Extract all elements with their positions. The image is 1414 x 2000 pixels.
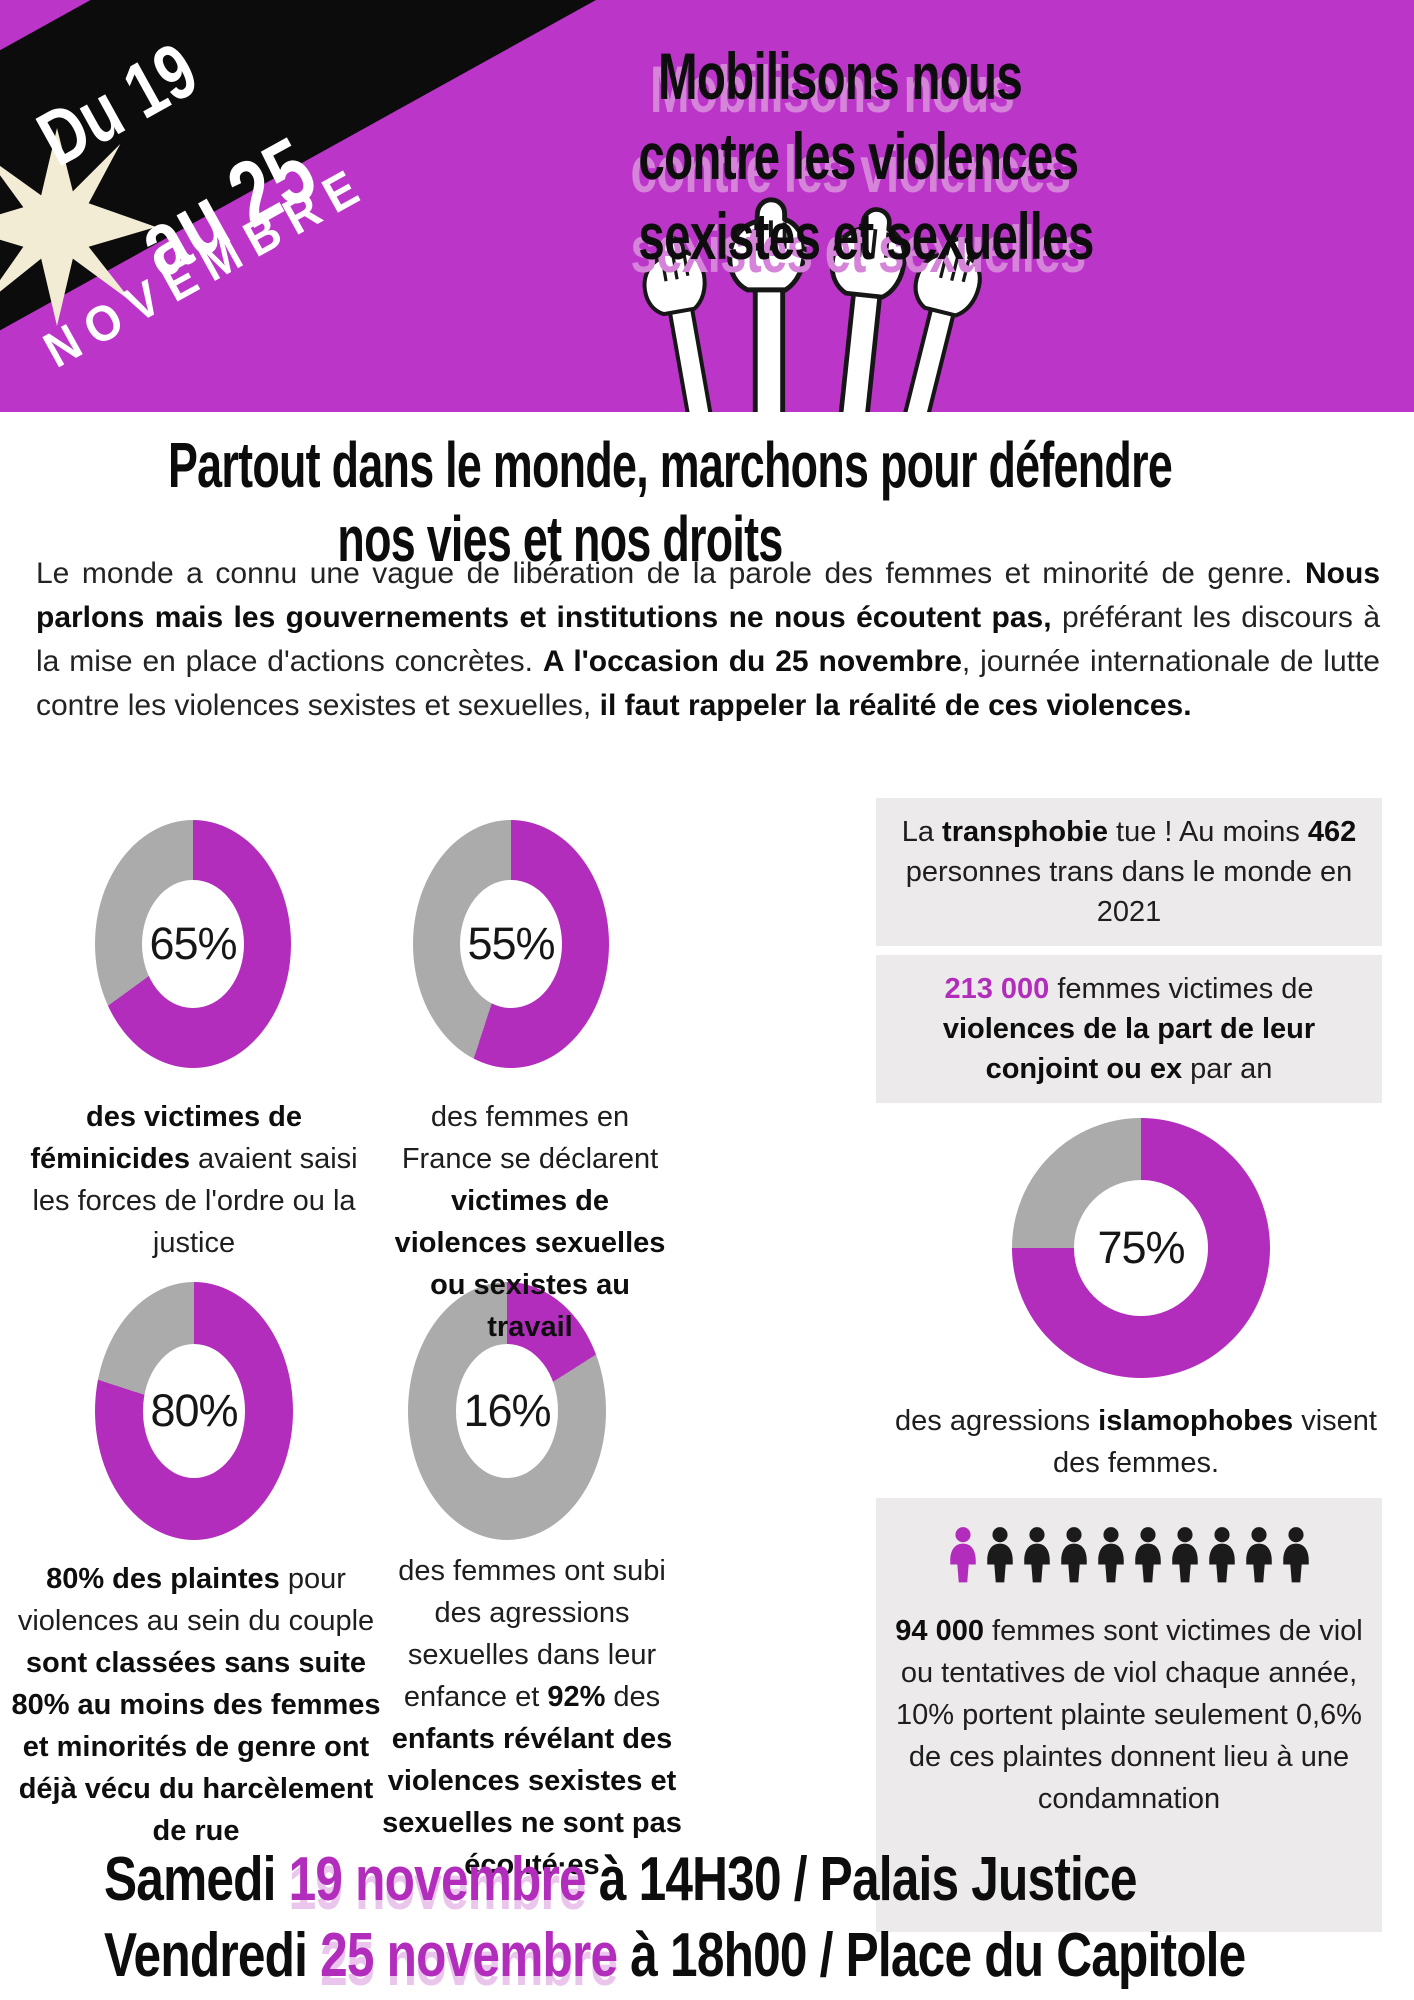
paragraph-segment: préférant les discours à la mise en plac… bbox=[36, 601, 1381, 678]
donut-chart-islamophobie: 75% bbox=[1012, 1118, 1270, 1378]
paragraph-segment: Le monde a connu une vague de libération… bbox=[36, 557, 1305, 590]
event-date-accent: 19 novembre bbox=[288, 1845, 587, 1914]
donut-chart-plaintes: 80% bbox=[95, 1282, 293, 1540]
poster-title-line: Mobilisons nous bbox=[657, 39, 1023, 113]
donut-value-label: 65% bbox=[149, 917, 237, 969]
poster-title: Mobilisons nous contre les violences sex… bbox=[560, 36, 1120, 276]
stat-segment: par an bbox=[1182, 1053, 1273, 1085]
donut-value-label: 80% bbox=[150, 1385, 238, 1436]
person-icon bbox=[1094, 1526, 1128, 1584]
main-heading-line: Partout dans le monde, marchons pour déf… bbox=[168, 429, 1173, 501]
donut-chart-enfance: 16% bbox=[408, 1282, 606, 1540]
event-dates: Samedi 19 novembre à 14H30 / Palais Just… bbox=[104, 1842, 1414, 1994]
donut-hole: 65% bbox=[142, 879, 244, 1009]
event-day: Vendredi bbox=[104, 1921, 321, 1990]
main-heading-line: nos vies et nos droits bbox=[337, 503, 783, 575]
stat-segment-bold: violences de la part de leur conjoint ou… bbox=[942, 1013, 1316, 1085]
paragraph-segment: , journée internationale de lutte contre… bbox=[36, 645, 1380, 722]
people-pictogram-row bbox=[888, 1524, 1370, 1584]
person-icon bbox=[1168, 1526, 1202, 1584]
donut-chart-travail: 55% bbox=[413, 820, 609, 1068]
donut-hole: 55% bbox=[460, 879, 562, 1009]
caption-segment: avaient saisi les forces de l'ordre ou l… bbox=[32, 1143, 358, 1259]
paragraph-segment-bold: il faut rappeler la réalité de ces viole… bbox=[599, 689, 1192, 722]
donut-hole: 75% bbox=[1073, 1180, 1209, 1316]
stat-segment-bold: 462 bbox=[1307, 816, 1357, 848]
person-icon bbox=[1057, 1526, 1091, 1584]
donut-chart-feminicides: 65% bbox=[95, 820, 291, 1068]
main-heading: Partout dans le monde, marchons pour déf… bbox=[0, 428, 1173, 576]
stat-segment: femmes victimes de bbox=[1049, 973, 1314, 1005]
caption-segment-bold: sont classées sans suite 80% au moins de… bbox=[11, 1647, 381, 1847]
paragraph-segment-bold: A l'occasion du 25 novembre bbox=[542, 645, 962, 678]
caption-segment-bold: islamophobes bbox=[1098, 1405, 1294, 1437]
caption-segment: des femmes ont subi des agressions sexue… bbox=[398, 1555, 666, 1713]
event-date-accent: 25 novembre bbox=[320, 1921, 618, 1990]
person-icon bbox=[1020, 1526, 1054, 1584]
intro-paragraph: Le monde a connu une vague de libération… bbox=[36, 552, 1380, 728]
caption-travail: des femmes en France se déclarent victim… bbox=[384, 1096, 676, 1348]
stat-segment: personnes trans dans le monde en 2021 bbox=[905, 856, 1353, 928]
poster-title-line: sexistes et sexuelles bbox=[638, 199, 1094, 273]
person-icon bbox=[1131, 1526, 1165, 1584]
event-day: Samedi bbox=[104, 1845, 289, 1914]
donut-value-label: 55% bbox=[467, 917, 555, 969]
caption-enfance: des femmes ont subi des agressions sexue… bbox=[382, 1550, 682, 1886]
stat-segment: tue ! Au moins bbox=[1108, 816, 1308, 848]
event-date-line-1: Samedi 19 novembre à 14H30 / Palais Just… bbox=[104, 1842, 1245, 1918]
caption-segment-bold: 80% des plaintes bbox=[46, 1563, 280, 1595]
poster-title-line: contre les violences bbox=[638, 119, 1079, 193]
stat-box-transphobie: La transphobie tue ! Au moins 462 person… bbox=[876, 798, 1382, 946]
caption-segment-bold: 92% bbox=[547, 1681, 606, 1713]
caption-islamophobie: des agressions islamophobes visent des f… bbox=[880, 1400, 1392, 1484]
stat-box-conjoint: 213 000 femmes victimes de violences de … bbox=[876, 955, 1382, 1103]
donut-hole: 16% bbox=[455, 1343, 559, 1479]
person-icon bbox=[1205, 1526, 1239, 1584]
stat-segment: femmes sont victimes de viol ou tentativ… bbox=[896, 1615, 1363, 1815]
person-icon bbox=[1242, 1526, 1276, 1584]
person-icon bbox=[983, 1526, 1017, 1584]
caption-feminicides: des victimes de féminicides avaient sais… bbox=[14, 1096, 374, 1264]
donut-value-label: 75% bbox=[1097, 1222, 1185, 1273]
person-icon bbox=[1279, 1526, 1313, 1584]
caption-segment-bold: des victimes de féminicides bbox=[30, 1101, 302, 1175]
caption-segment: des femmes en France se déclarent bbox=[401, 1101, 659, 1175]
caption-segment: des agressions bbox=[895, 1405, 1099, 1437]
poster-header: Du 19 au 25 NOVEMBRE Mobilisons nous con… bbox=[0, 0, 1414, 412]
stat-box-viol: 94 000 femmes sont victimes de viol ou t… bbox=[876, 1498, 1382, 1932]
stat-segment-accent: 213 000 bbox=[944, 973, 1050, 1005]
starburst-icon bbox=[0, 128, 156, 326]
caption-plaintes: 80% des plaintes pour violences au sein … bbox=[10, 1558, 382, 1852]
stat-box-viol-text: 94 000 femmes sont victimes de viol ou t… bbox=[888, 1610, 1370, 1820]
caption-segment: pour violences au sein du couple bbox=[17, 1563, 375, 1637]
event-time-place: à 18h00 / Place du Capitole bbox=[617, 1921, 1246, 1990]
caption-segment: visent des femmes. bbox=[1053, 1405, 1377, 1479]
stat-segment-bold: 94 000 bbox=[895, 1615, 984, 1647]
stat-segment-bold: transphobie bbox=[942, 816, 1108, 848]
person-icon bbox=[946, 1526, 980, 1584]
event-date-line-2: Vendredi 25 novembre à 18h00 / Place du … bbox=[104, 1918, 1246, 1994]
caption-segment-bold: enfants révélant des violences sexistes … bbox=[382, 1723, 682, 1881]
caption-segment: des bbox=[605, 1681, 661, 1713]
donut-hole: 80% bbox=[142, 1343, 246, 1479]
stat-segment: La bbox=[901, 816, 943, 848]
paragraph-segment-bold: Nous parlons mais les gouvernements et i… bbox=[36, 557, 1380, 634]
event-time-place: à 14H30 / Palais Justice bbox=[585, 1845, 1138, 1914]
caption-segment-bold: victimes de violences sexuelles ou sexis… bbox=[394, 1185, 666, 1343]
donut-value-label: 16% bbox=[463, 1385, 551, 1436]
